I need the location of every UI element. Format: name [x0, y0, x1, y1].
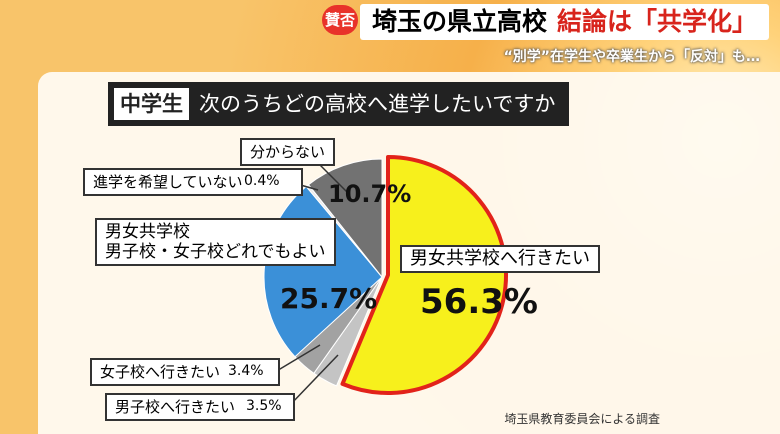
question-tag: 中学生 [114, 88, 189, 120]
pie-slice [308, 158, 383, 278]
title: 埼玉の県立高校 [372, 7, 548, 36]
value-label: 3.4% [228, 363, 264, 379]
title-bar: 埼玉の県立高校 結論は「共学化」 [360, 4, 770, 40]
question-box: 中学生 次のうちどの高校へ進学したいですか [108, 82, 570, 126]
slice-label: 男子校へ行きたい [105, 393, 296, 421]
value-label: 25.7% [280, 282, 378, 315]
pie-slice [340, 155, 508, 395]
leader-line [319, 164, 351, 196]
value-label: 10.7% [328, 180, 412, 208]
value-label: 56.3% [420, 282, 538, 322]
source: 埼玉県教育委員会による調査 [504, 412, 660, 426]
slice-label: 分からない [240, 138, 336, 166]
value-label: 0.4% [244, 173, 280, 189]
slice-label: 男女共学校 男子校・女子校どれでもよい [95, 218, 336, 266]
badge: 賛否 [322, 5, 358, 35]
leader-line [289, 354, 339, 406]
value-label: 3.5% [246, 398, 282, 414]
slice-label: 男女共学校へ行きたい [400, 245, 600, 273]
headline: 結論は「共学化」 [557, 7, 758, 36]
subtitle: “別学”在学生や卒業生から「反対」も… [503, 49, 760, 65]
slice-label: 進学を希望していない [83, 168, 303, 196]
slice-label: 女子校へ行きたい [90, 358, 281, 386]
chart-title: 次のうちどの高校へ進学したいですか [199, 92, 556, 116]
